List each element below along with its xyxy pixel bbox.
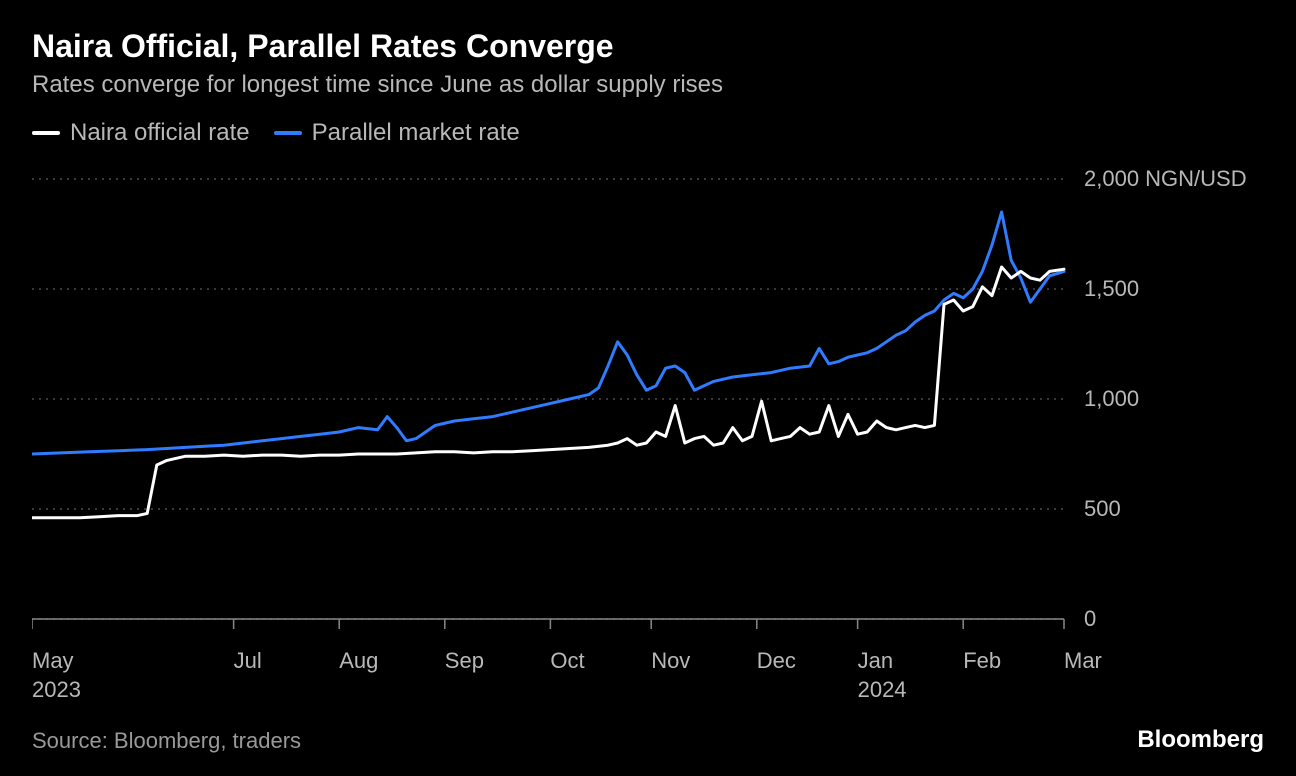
legend-item-parallel: Parallel market rate: [274, 119, 520, 147]
y-tick-label: 500: [1084, 496, 1264, 522]
y-tick-label: 0: [1084, 606, 1264, 632]
legend-swatch: [274, 131, 302, 135]
legend: Naira official rate Parallel market rate: [32, 119, 1264, 147]
y-tick-label: 2,000 NGN/USD: [1084, 166, 1264, 192]
legend-label: Parallel market rate: [312, 119, 520, 147]
x-tick-label: Mar: [1064, 647, 1102, 676]
x-tick-label: Jan2024: [858, 647, 907, 704]
x-tick-label: Dec: [757, 647, 796, 676]
legend-swatch: [32, 131, 60, 135]
legend-label: Naira official rate: [70, 119, 250, 147]
chart-title: Naira Official, Parallel Rates Converge: [32, 28, 1264, 65]
x-tick-label: Nov: [651, 647, 690, 676]
y-tick-label: 1,500: [1084, 276, 1264, 302]
x-tick-label: Jul: [234, 647, 262, 676]
brand-logo: Bloomberg: [1137, 726, 1264, 754]
x-tick-label: Feb: [963, 647, 1001, 676]
chart-area: 0 500 1,000 1,500 2,000 NGN/USD: [32, 159, 1264, 639]
legend-item-official: Naira official rate: [32, 119, 250, 147]
x-tick-label: May2023: [32, 647, 81, 704]
x-axis-labels: May2023 Jul Aug Sep Oct Nov Dec Jan2024 Feb Mar: [32, 647, 1264, 717]
chart-svg: [32, 159, 1264, 639]
x-tick-label: Oct: [550, 647, 584, 676]
y-tick-label: 1,000: [1084, 386, 1264, 412]
chart-subtitle: Rates converge for longest time since Ju…: [32, 71, 1264, 99]
x-tick-label: Aug: [339, 647, 378, 676]
x-tick-label: Sep: [445, 647, 484, 676]
source-text: Source: Bloomberg, traders: [32, 728, 301, 754]
